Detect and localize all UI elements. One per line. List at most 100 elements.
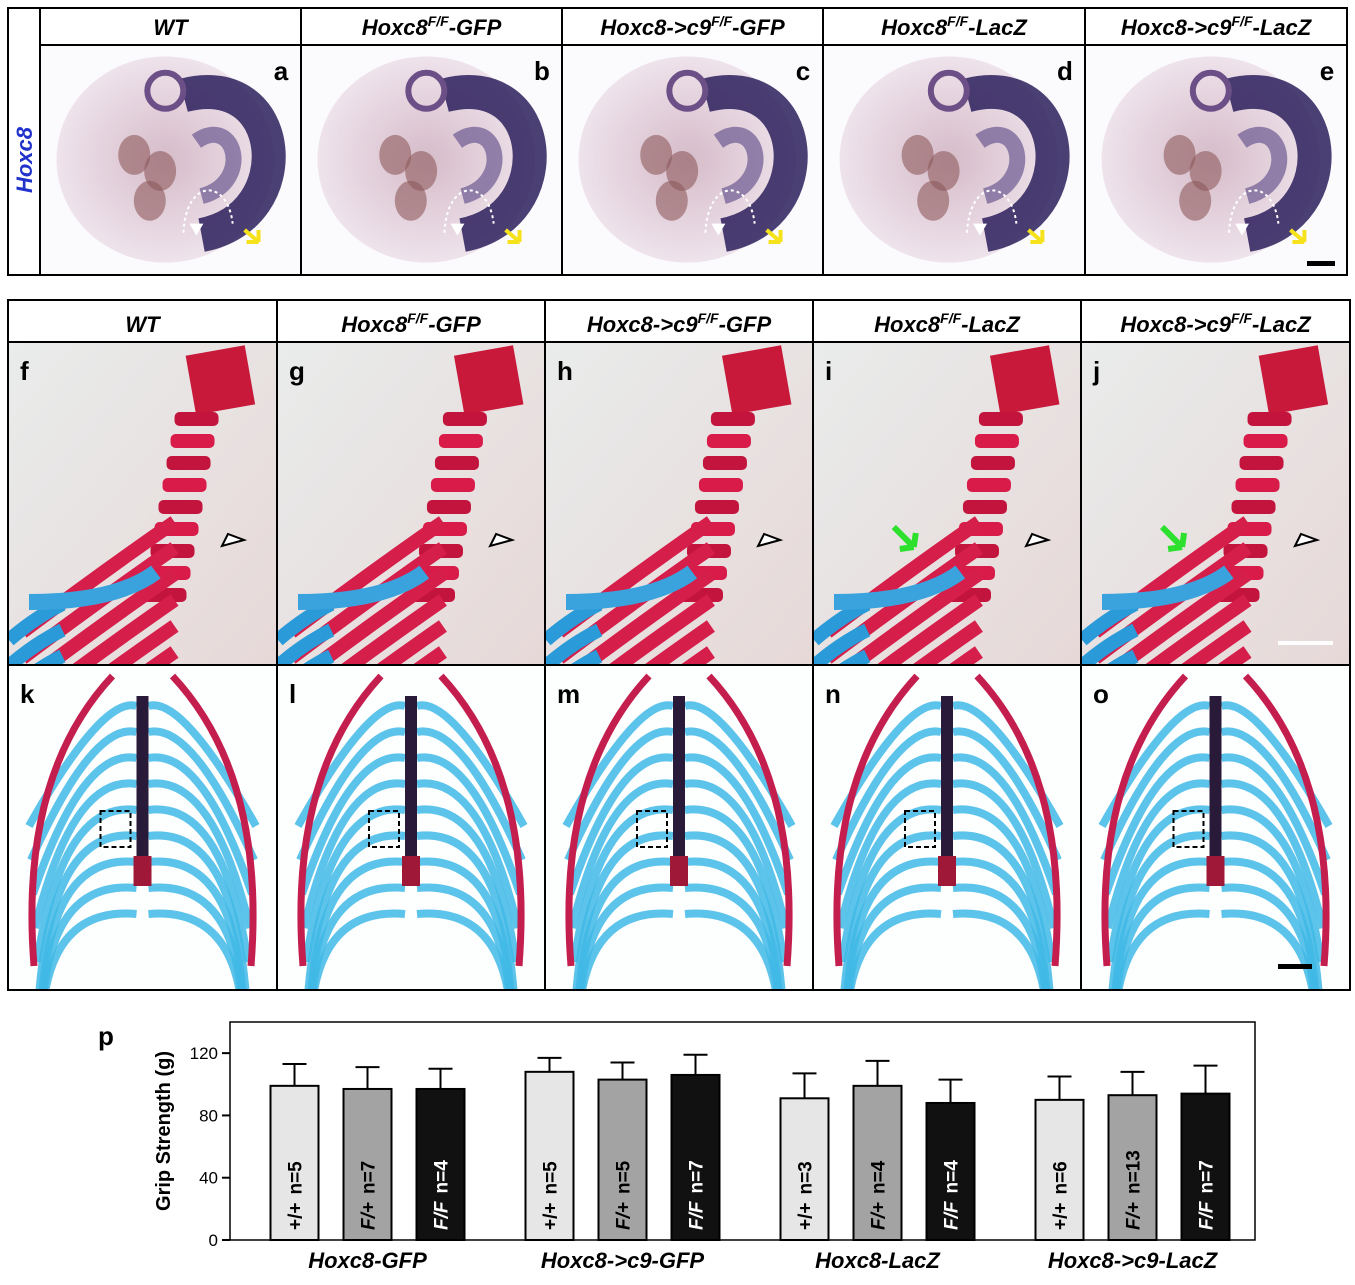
panel-letter: j — [1092, 356, 1100, 386]
panel-letter: l — [289, 679, 296, 709]
panel-letter: c — [796, 56, 810, 86]
side-label: Hoxc8 — [12, 126, 37, 193]
photo — [302, 45, 561, 274]
header-suffix: -LacZ — [968, 15, 1028, 40]
x-tick-label: Hoxc8->c9-LacZ — [1048, 1248, 1219, 1273]
panel-letter: d — [1057, 56, 1073, 86]
vertebra — [1244, 434, 1288, 448]
xiphoid — [1207, 856, 1225, 886]
n-label: n=13 — [1124, 1150, 1145, 1194]
skull — [186, 345, 256, 415]
vertebra — [1236, 478, 1280, 492]
header-text: WT — [125, 312, 161, 337]
header-text: Hoxc8 — [341, 312, 408, 337]
x-tick-label: Hoxc8->c9-GFP — [541, 1248, 705, 1273]
n-label: n=5 — [614, 1160, 635, 1194]
header-suffix: -GFP — [449, 15, 502, 40]
vertebra — [167, 456, 211, 470]
header-sup: F/F — [1232, 13, 1253, 29]
vertebra — [967, 478, 1011, 492]
x-tick-label: Hoxc8-LacZ — [815, 1248, 941, 1273]
header-text: Hoxc8 — [881, 15, 948, 40]
photo — [563, 45, 822, 274]
vertebra — [963, 500, 1007, 514]
panel-letter: b — [534, 56, 550, 86]
photo — [41, 45, 300, 274]
x-tick-label: Hoxc8-GFP — [308, 1248, 427, 1273]
vertebra — [1232, 500, 1276, 514]
series-name: F/+ — [1124, 1202, 1145, 1230]
skull — [722, 345, 792, 415]
n-label: n=5 — [541, 1161, 562, 1195]
n-label: n=4 — [869, 1160, 890, 1194]
n-label: n=5 — [286, 1161, 307, 1195]
bar-label: F/+ n=13 — [1124, 1150, 1145, 1230]
vertebra — [699, 478, 743, 492]
panel-letter: p — [98, 1021, 114, 1051]
vertebra — [1240, 456, 1284, 470]
vertebra — [707, 434, 751, 448]
column-header: WT — [153, 15, 189, 40]
panel-letter: n — [825, 679, 841, 709]
column-header: Hoxc8F/F-GFP — [362, 13, 502, 40]
photo — [9, 666, 276, 1098]
panel-letter: g — [289, 356, 305, 386]
header-text: WT — [153, 15, 189, 40]
photo — [1082, 666, 1349, 1098]
panel-letter: e — [1320, 56, 1334, 86]
xiphoid — [938, 856, 956, 886]
n-label: n=7 — [359, 1161, 380, 1194]
column-header: WT — [125, 312, 161, 337]
bar-label: +/+n=5 — [541, 1161, 562, 1230]
column-header: Hoxc8F/F-GFP — [341, 310, 481, 337]
vertebra — [711, 412, 755, 426]
series-name: F/F — [432, 1200, 453, 1230]
embryo-organ — [1179, 181, 1211, 221]
column-header: Hoxc8F/F-LacZ — [874, 310, 1021, 337]
header-suffix: -GFP — [428, 312, 481, 337]
n-label: n=3 — [796, 1161, 817, 1194]
photo — [278, 666, 544, 1098]
series-name: F/+ — [614, 1202, 635, 1230]
vertebra — [163, 478, 207, 492]
header-suffix: -LacZ — [961, 312, 1021, 337]
column-header: Hoxc8->c9F/F-GFP — [600, 13, 785, 40]
series-name: F/F — [942, 1200, 963, 1230]
y-tick-label: 80 — [199, 1106, 218, 1125]
vertebra — [431, 478, 475, 492]
embryo-organ — [134, 181, 166, 221]
photo — [546, 666, 812, 1098]
skull — [1259, 345, 1329, 415]
header-sup: F/F — [1231, 310, 1252, 326]
vertebra — [703, 456, 747, 470]
series-name: F/+ — [359, 1202, 380, 1230]
vertebra — [171, 434, 215, 448]
embryo-organ — [656, 181, 688, 221]
vertebra — [439, 434, 483, 448]
scale-bar — [1278, 641, 1333, 645]
y-tick-label: 120 — [190, 1044, 218, 1063]
embryo-organ — [395, 181, 427, 221]
n-label: n=7 — [1197, 1160, 1218, 1193]
header-sup: F/F — [940, 310, 961, 326]
figure: Hoxc8 p Grip Strength (g) WTaHoxc8F/F-GF… — [0, 0, 1355, 1280]
embryo-organ — [917, 181, 949, 221]
series-name: +/+ — [286, 1203, 307, 1230]
scale-bar — [1278, 964, 1312, 969]
header-suffix: -LacZ — [1253, 15, 1313, 40]
panel-letter: o — [1093, 679, 1109, 709]
vertebra — [443, 412, 487, 426]
header-suffix: -GFP — [719, 312, 772, 337]
skull — [454, 345, 524, 415]
xiphoid — [670, 856, 688, 886]
header-sup: F/F — [711, 13, 732, 29]
header-sup: F/F — [428, 13, 449, 29]
vertebra — [971, 456, 1015, 470]
panel-letter: f — [20, 356, 29, 386]
header-text: Hoxc8->c9 — [1121, 15, 1232, 40]
y-tick-label: 40 — [199, 1169, 218, 1188]
series-name: F/+ — [869, 1202, 890, 1230]
series-name: +/+ — [1051, 1203, 1072, 1230]
vertebra — [1248, 412, 1292, 426]
photo — [824, 45, 1084, 274]
